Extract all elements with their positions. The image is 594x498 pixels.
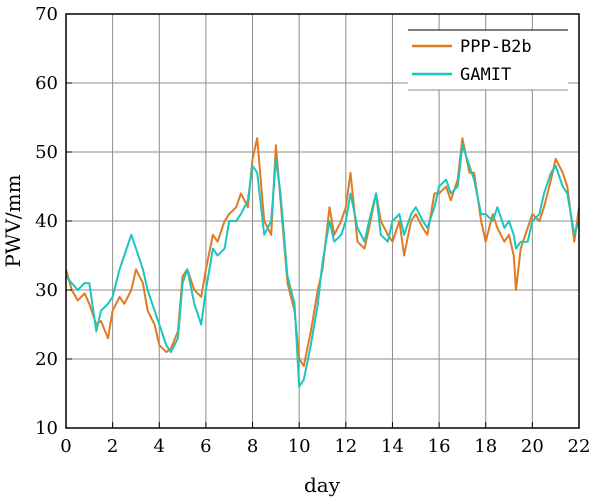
x-tick-label-10: 10 xyxy=(288,436,311,457)
y-tick-label-10: 10 xyxy=(35,418,58,439)
y-tick-label-20: 20 xyxy=(35,349,58,370)
y-tick-label-50: 50 xyxy=(35,142,58,163)
y-tick-label-30: 30 xyxy=(35,280,58,301)
series-line-gamit xyxy=(65,144,580,388)
x-tick-label-20: 20 xyxy=(521,436,544,457)
x-tick-label-22: 22 xyxy=(568,436,591,457)
axis-ticks: 0 2 4 6 8 10 12 14 16 18 20 22 10 20 30 40 50 60 70 xyxy=(35,4,590,457)
series-layer xyxy=(65,137,580,388)
legend-label-ppp-b2b: PPP-B2b xyxy=(460,37,532,57)
x-axis-label: day xyxy=(304,473,341,497)
x-tick-label-12: 12 xyxy=(334,436,357,457)
x-tick-label-18: 18 xyxy=(474,436,497,457)
legend: PPP-B2b GAMIT xyxy=(408,29,568,91)
legend-box xyxy=(408,30,568,90)
y-tick-label-70: 70 xyxy=(35,4,58,25)
legend-label-gamit: GAMIT xyxy=(460,65,511,85)
y-axis-label: PWV/mm xyxy=(1,174,25,267)
x-tick-label-0: 0 xyxy=(60,436,71,457)
x-tick-label-6: 6 xyxy=(200,436,211,457)
y-tick-label-40: 40 xyxy=(35,211,58,232)
x-tick-label-2: 2 xyxy=(107,436,118,457)
y-tick-label-60: 60 xyxy=(35,73,58,94)
x-tick-label-16: 16 xyxy=(428,436,451,457)
x-tick-label-4: 4 xyxy=(154,436,165,457)
x-tick-label-14: 14 xyxy=(381,436,404,457)
x-tick-label-8: 8 xyxy=(247,436,258,457)
